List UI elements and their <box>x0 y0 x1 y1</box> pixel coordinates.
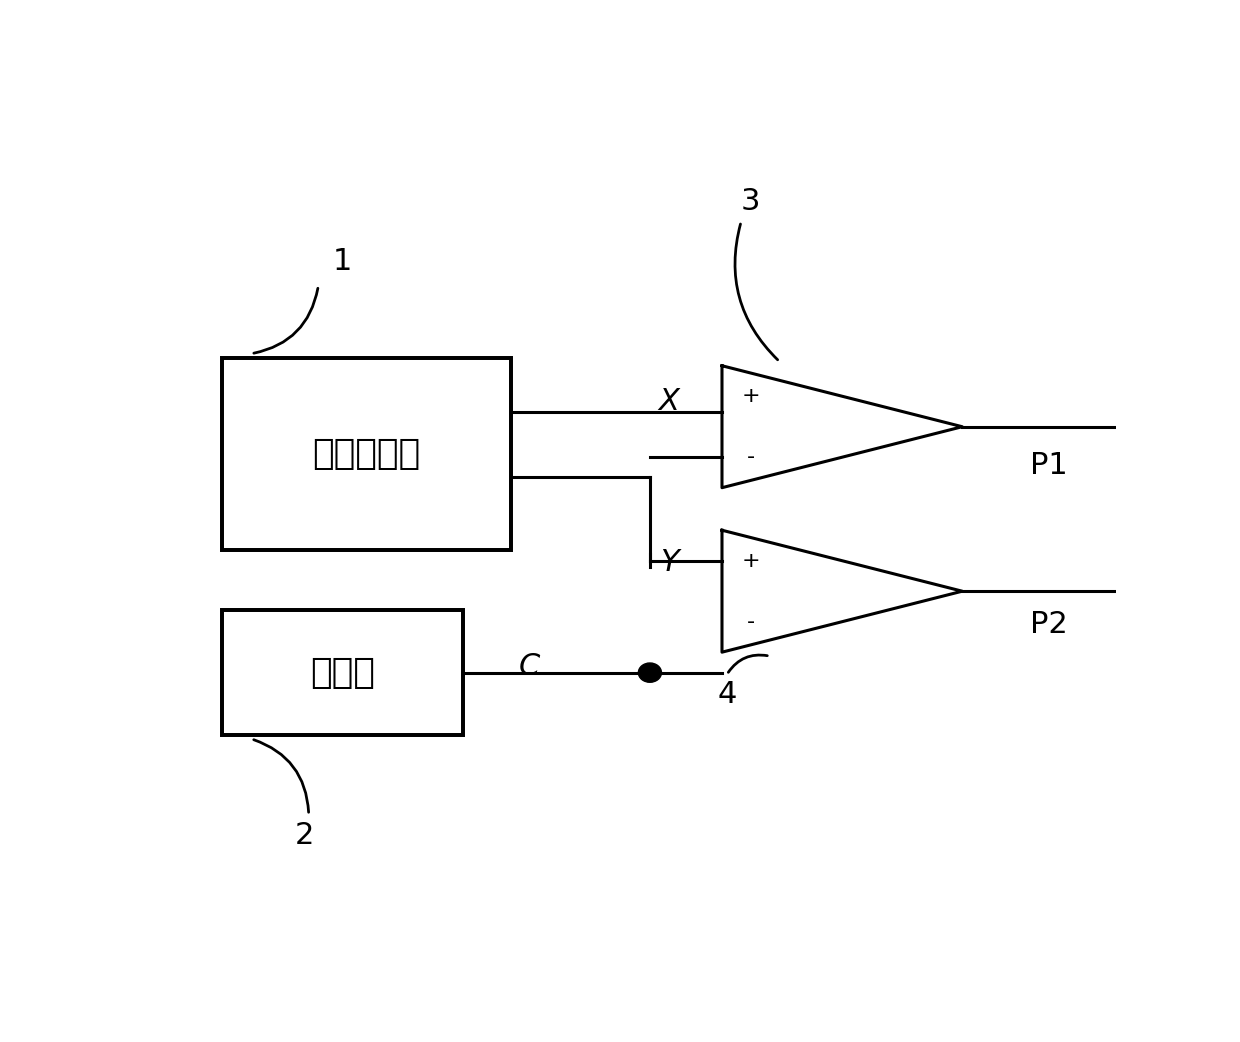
Text: 中央处理器: 中央处理器 <box>312 437 420 471</box>
Text: X: X <box>658 388 680 417</box>
Text: 3: 3 <box>742 187 760 216</box>
Text: P1: P1 <box>1030 451 1068 479</box>
Circle shape <box>639 663 661 683</box>
Text: P2: P2 <box>1030 610 1068 639</box>
Text: 4: 4 <box>717 680 737 710</box>
Text: +: + <box>742 387 760 406</box>
Text: +: + <box>742 551 760 571</box>
Text: 1: 1 <box>332 247 352 276</box>
Text: -: - <box>746 612 755 631</box>
Text: -: - <box>746 447 755 467</box>
Text: C: C <box>520 652 541 681</box>
Bar <box>222 611 463 735</box>
Text: Y: Y <box>660 548 678 577</box>
Bar <box>222 357 511 550</box>
Text: 2: 2 <box>294 821 314 849</box>
Text: 计数器: 计数器 <box>310 655 374 690</box>
